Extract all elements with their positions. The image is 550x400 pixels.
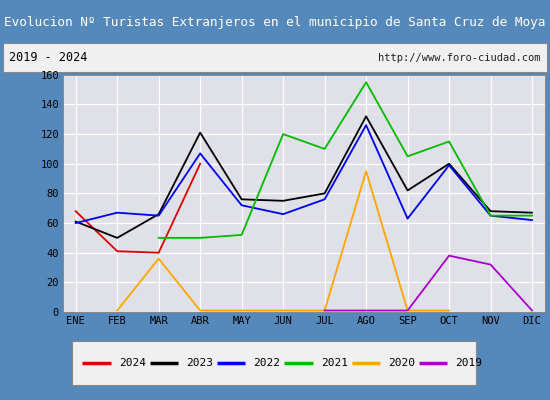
Text: 2024: 2024 — [119, 358, 146, 368]
Text: 2022: 2022 — [254, 358, 280, 368]
Text: 2019: 2019 — [455, 358, 482, 368]
Text: 2023: 2023 — [186, 358, 213, 368]
Text: 2020: 2020 — [388, 358, 415, 368]
Text: 2021: 2021 — [321, 358, 348, 368]
Text: Evolucion Nº Turistas Extranjeros en el municipio de Santa Cruz de Moya: Evolucion Nº Turistas Extranjeros en el … — [4, 16, 546, 29]
Text: http://www.foro-ciudad.com: http://www.foro-ciudad.com — [378, 53, 541, 63]
Text: 2019 - 2024: 2019 - 2024 — [9, 51, 87, 64]
